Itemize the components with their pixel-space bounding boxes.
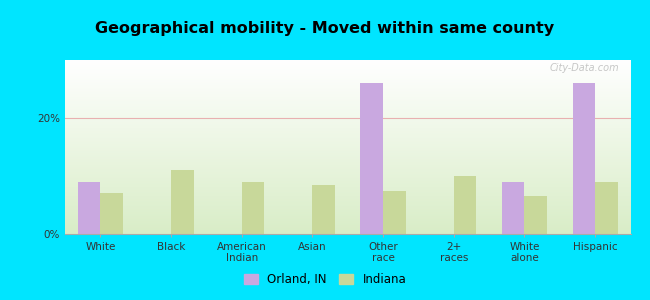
Bar (100, 194, 123, 234)
Bar (242, 182, 265, 234)
Legend: Orland, IN, Indiana: Orland, IN, Indiana (239, 269, 411, 291)
Text: Geographical mobility - Moved within same county: Geographical mobility - Moved within sam… (96, 21, 554, 36)
Text: City-Data.com: City-Data.com (549, 64, 619, 74)
Bar (502, 182, 525, 234)
Bar (595, 182, 617, 234)
Bar (383, 190, 406, 234)
Bar (171, 170, 194, 234)
Bar (78, 182, 100, 234)
Bar (525, 196, 547, 234)
Bar (454, 176, 476, 234)
Bar (313, 185, 335, 234)
Bar (573, 83, 595, 234)
Bar (361, 83, 383, 234)
